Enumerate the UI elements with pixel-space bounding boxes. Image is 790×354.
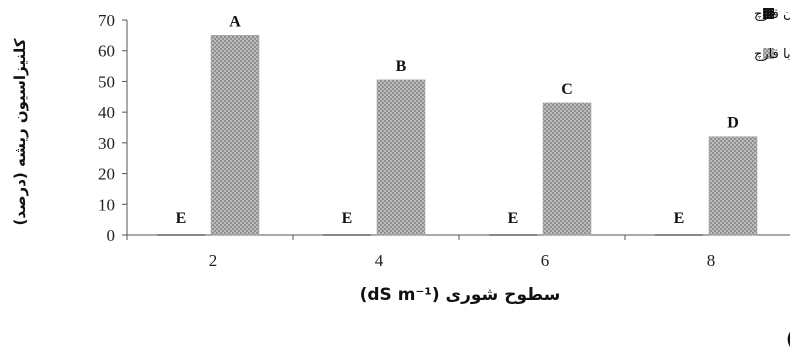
chart-legend: بدون قارچ با قارچ <box>754 7 790 62</box>
data-label: B <box>396 58 407 75</box>
y-tick-label: 10 <box>98 195 115 214</box>
y-axis-title: کلنیزاسیون ریشه (درصد) <box>11 38 29 225</box>
data-label: C <box>561 81 573 98</box>
data-label: E <box>342 210 353 227</box>
data-label: E <box>508 210 519 227</box>
panel-label: (الف) <box>786 328 790 350</box>
y-tick-label: 60 <box>98 42 115 61</box>
chart-labels: E E E E A B C D <box>176 13 739 227</box>
y-tick-label: 30 <box>98 134 115 153</box>
x-axis-title: سطوح شوری (dS m⁻¹) <box>360 285 561 305</box>
bar-with-fungus <box>708 136 758 236</box>
y-tick-label: 40 <box>98 103 115 122</box>
bar-with-fungus <box>542 102 592 236</box>
x-tick-label: 4 <box>375 251 384 270</box>
bar-without-fungus <box>157 234 205 236</box>
bar-with-fungus <box>210 35 260 236</box>
x-tick-label: 2 <box>209 251 218 270</box>
y-tick-label: 0 <box>107 226 116 245</box>
data-label: E <box>176 210 187 227</box>
legend-swatch <box>763 48 774 59</box>
bar-with-fungus <box>376 79 426 236</box>
bar-without-fungus <box>489 234 537 236</box>
chart-axes: 0 10 20 30 40 50 60 70 2 4 6 8 کلنیزاسیون ریشه (درصد… <box>11 11 790 305</box>
y-tick-label: 70 <box>98 11 115 30</box>
y-tick-label: 50 <box>98 72 115 91</box>
legend-swatch <box>763 8 774 19</box>
x-tick-label: 6 <box>541 251 550 270</box>
data-label: E <box>674 210 685 227</box>
data-label: D <box>727 115 739 132</box>
bar-without-fungus <box>655 234 703 236</box>
y-tick-label: 20 <box>98 165 115 184</box>
data-label: A <box>229 13 241 30</box>
x-tick-label: 8 <box>707 251 716 270</box>
legend-label: بدون قارچ <box>754 7 790 22</box>
chart-bars <box>157 35 758 236</box>
legend-label: با قارچ <box>754 47 790 62</box>
bar-without-fungus <box>323 234 371 236</box>
